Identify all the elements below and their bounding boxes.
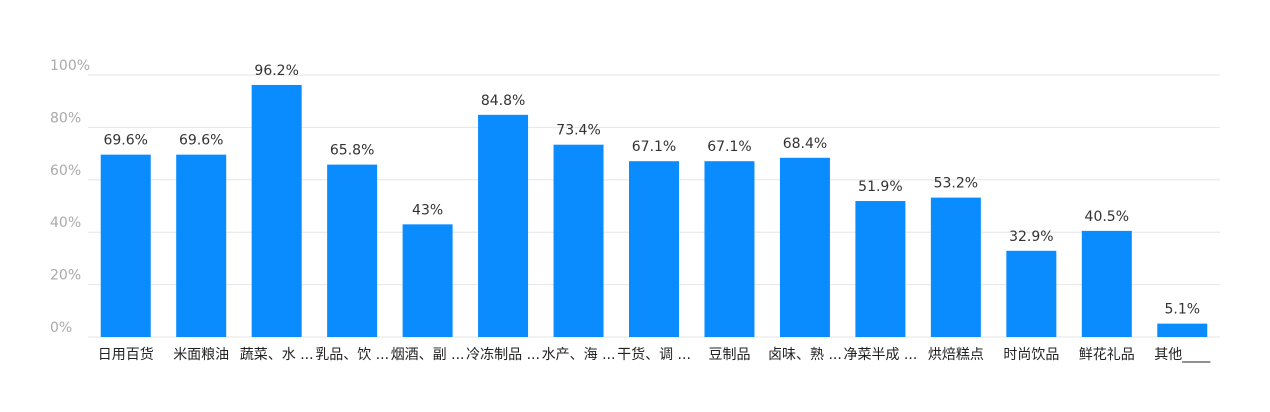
bar — [629, 161, 679, 337]
value-label: 67.1% — [632, 139, 676, 155]
value-label: 69.6% — [103, 133, 147, 149]
bar — [251, 84, 302, 338]
value-label: 43% — [412, 202, 443, 218]
value-label: 65.8% — [330, 143, 374, 159]
value-label: 73.4% — [556, 123, 600, 139]
x-tick-label: 豆制品 — [708, 347, 750, 363]
value-label: 96.2% — [254, 63, 298, 79]
y-tick-label: 20% — [50, 268, 81, 284]
x-tick-label: 鲜花礼品 — [1079, 347, 1135, 363]
value-label: 68.4% — [783, 136, 827, 152]
x-tick-label: 冷冻制品 ... — [466, 346, 540, 363]
x-tick-label: 烟酒、副 ... — [391, 347, 465, 363]
x-tick-label: 时尚饮品 — [1003, 347, 1059, 363]
bar — [553, 144, 604, 337]
x-tick-label: 烘焙糕点 — [928, 347, 984, 363]
value-label: 32.9% — [1009, 229, 1053, 245]
value-label: 51.9% — [858, 179, 902, 195]
x-tick-label: 净菜半成 ... — [843, 347, 917, 363]
x-tick-label: 乳品、饮 ... — [315, 347, 389, 363]
y-tick-label: 0% — [50, 320, 72, 336]
bar — [779, 157, 830, 337]
x-tick-label: 蔬菜、水 ... — [240, 347, 314, 363]
x-tick-label: 干货、调 ... — [617, 346, 691, 363]
bar — [402, 224, 453, 337]
value-label: 40.5% — [1085, 209, 1129, 225]
bar — [704, 161, 755, 337]
bar — [930, 197, 981, 337]
bar — [1157, 323, 1208, 337]
value-label: 84.8% — [481, 93, 525, 109]
bar — [1081, 230, 1132, 337]
value-label: 67.1% — [707, 139, 751, 155]
bar — [176, 154, 227, 337]
bar — [478, 114, 529, 337]
bar — [855, 201, 906, 337]
value-label: 69.6% — [179, 133, 223, 149]
y-tick-label: 80% — [50, 110, 81, 126]
bar — [327, 164, 378, 337]
x-tick-label: 日用百货 — [98, 346, 154, 363]
y-tick-label: 60% — [50, 163, 81, 179]
y-tick-label: 100% — [50, 58, 90, 74]
x-tick-label: 卤味、熟 ... — [768, 347, 842, 363]
bar — [100, 154, 151, 337]
x-tick-label: 水产、海 ... — [542, 347, 616, 363]
bar — [1006, 250, 1057, 337]
value-label: 5.1% — [1164, 302, 1200, 318]
value-label: 53.2% — [934, 176, 978, 192]
x-tick-label: 其他____ — [1154, 347, 1211, 363]
y-tick-label: 40% — [50, 215, 81, 231]
x-tick-label: 米面粮油 — [173, 347, 229, 363]
